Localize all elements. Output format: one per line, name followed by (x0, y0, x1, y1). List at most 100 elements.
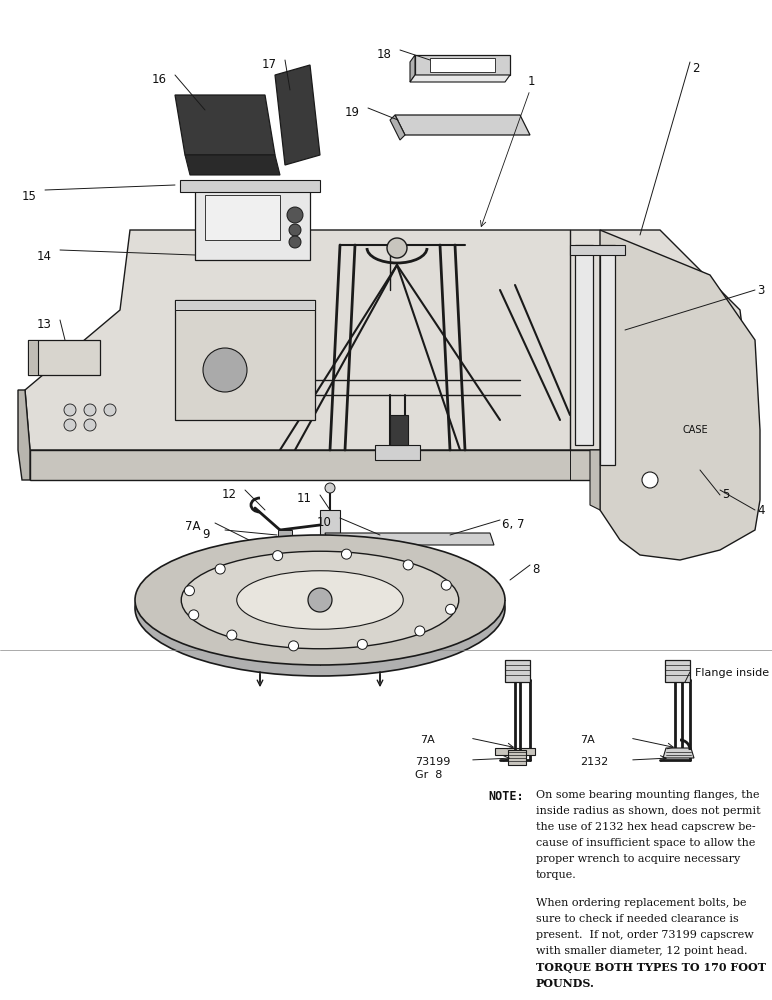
FancyBboxPatch shape (508, 750, 526, 765)
Text: 2132: 2132 (580, 757, 608, 767)
Ellipse shape (181, 551, 459, 649)
FancyBboxPatch shape (205, 195, 280, 240)
FancyBboxPatch shape (665, 660, 690, 682)
Text: 6, 7: 6, 7 (502, 518, 524, 531)
Text: 4: 4 (757, 504, 764, 516)
Polygon shape (415, 55, 510, 75)
Circle shape (188, 610, 198, 620)
Circle shape (357, 639, 367, 649)
Text: proper wrench to acquire necessary: proper wrench to acquire necessary (536, 854, 740, 864)
Text: 1: 1 (528, 75, 536, 88)
Circle shape (289, 224, 301, 236)
Circle shape (104, 404, 116, 416)
Text: present.  If not, order 73199 capscrew: present. If not, order 73199 capscrew (536, 930, 753, 940)
Text: 18: 18 (378, 48, 392, 61)
Circle shape (387, 238, 407, 258)
Circle shape (215, 564, 225, 574)
Text: sure to check if needed clearance is: sure to check if needed clearance is (536, 914, 739, 924)
FancyBboxPatch shape (312, 638, 328, 650)
Polygon shape (410, 55, 415, 82)
Polygon shape (28, 340, 100, 375)
Text: the use of 2132 hex head capscrew be-: the use of 2132 hex head capscrew be- (536, 822, 756, 832)
Text: 13: 13 (37, 318, 52, 331)
Polygon shape (28, 340, 38, 375)
Circle shape (84, 404, 96, 416)
Polygon shape (18, 390, 30, 480)
Polygon shape (325, 533, 494, 545)
FancyBboxPatch shape (600, 245, 615, 465)
Text: 3: 3 (757, 284, 764, 296)
Text: Flange inside radius: Flange inside radius (695, 668, 772, 678)
Circle shape (325, 483, 335, 493)
Ellipse shape (135, 540, 505, 676)
FancyBboxPatch shape (390, 415, 408, 445)
Ellipse shape (135, 535, 505, 665)
Text: On some bearing mounting flanges, the: On some bearing mounting flanges, the (536, 790, 760, 800)
Polygon shape (395, 115, 530, 135)
Text: 11: 11 (297, 492, 312, 505)
Text: 19: 19 (345, 106, 360, 119)
Text: torque.: torque. (536, 870, 577, 880)
Text: with smaller diameter, 12 point head.: with smaller diameter, 12 point head. (536, 946, 747, 956)
FancyBboxPatch shape (430, 58, 495, 72)
Polygon shape (175, 95, 275, 155)
Text: Gr  8: Gr 8 (415, 770, 442, 780)
Circle shape (289, 236, 301, 248)
Circle shape (403, 560, 413, 570)
Polygon shape (600, 230, 760, 560)
FancyBboxPatch shape (505, 660, 530, 682)
Polygon shape (175, 300, 315, 310)
Circle shape (185, 586, 195, 596)
Text: 10: 10 (317, 516, 332, 529)
Polygon shape (275, 65, 320, 165)
Text: 17: 17 (262, 58, 277, 71)
Text: NOTE:: NOTE: (488, 790, 523, 803)
Circle shape (442, 580, 452, 590)
Polygon shape (495, 748, 535, 755)
Polygon shape (410, 75, 510, 82)
FancyBboxPatch shape (175, 300, 315, 420)
Circle shape (227, 630, 237, 640)
Circle shape (64, 419, 76, 431)
Polygon shape (375, 445, 420, 460)
Circle shape (273, 551, 283, 561)
Circle shape (287, 207, 303, 223)
Polygon shape (590, 450, 600, 510)
Circle shape (308, 588, 332, 612)
Polygon shape (570, 245, 625, 255)
Text: 15: 15 (22, 190, 37, 203)
Text: 5: 5 (722, 488, 730, 502)
Polygon shape (25, 230, 750, 450)
Text: inside radius as shown, does not permit: inside radius as shown, does not permit (536, 806, 760, 816)
Circle shape (341, 549, 351, 559)
Circle shape (64, 404, 76, 416)
Text: 2: 2 (692, 62, 699, 75)
Text: 16: 16 (152, 73, 167, 86)
Circle shape (203, 348, 247, 392)
Circle shape (642, 472, 658, 488)
Circle shape (445, 604, 455, 614)
Text: POUNDS.: POUNDS. (536, 978, 595, 989)
Text: When ordering replacement bolts, be: When ordering replacement bolts, be (536, 898, 747, 908)
FancyBboxPatch shape (195, 185, 310, 260)
Text: 7A: 7A (580, 735, 594, 745)
FancyBboxPatch shape (320, 510, 340, 540)
Text: 14: 14 (37, 250, 52, 263)
FancyBboxPatch shape (278, 530, 292, 538)
Text: cause of insufficient space to allow the: cause of insufficient space to allow the (536, 838, 755, 848)
Circle shape (84, 419, 96, 431)
Polygon shape (30, 450, 660, 480)
Ellipse shape (237, 571, 403, 629)
Polygon shape (390, 115, 405, 140)
Text: 12: 12 (222, 488, 237, 501)
Text: 7A: 7A (420, 735, 435, 745)
Text: 8: 8 (532, 563, 540, 576)
FancyBboxPatch shape (575, 245, 593, 445)
Text: 9: 9 (202, 528, 210, 541)
Circle shape (289, 641, 299, 651)
Polygon shape (663, 748, 694, 758)
Text: 73199: 73199 (415, 757, 450, 767)
Text: CASE: CASE (682, 425, 708, 435)
Text: TORQUE BOTH TYPES TO 170 FOOT: TORQUE BOTH TYPES TO 170 FOOT (536, 962, 766, 973)
Text: 7A: 7A (185, 520, 200, 533)
